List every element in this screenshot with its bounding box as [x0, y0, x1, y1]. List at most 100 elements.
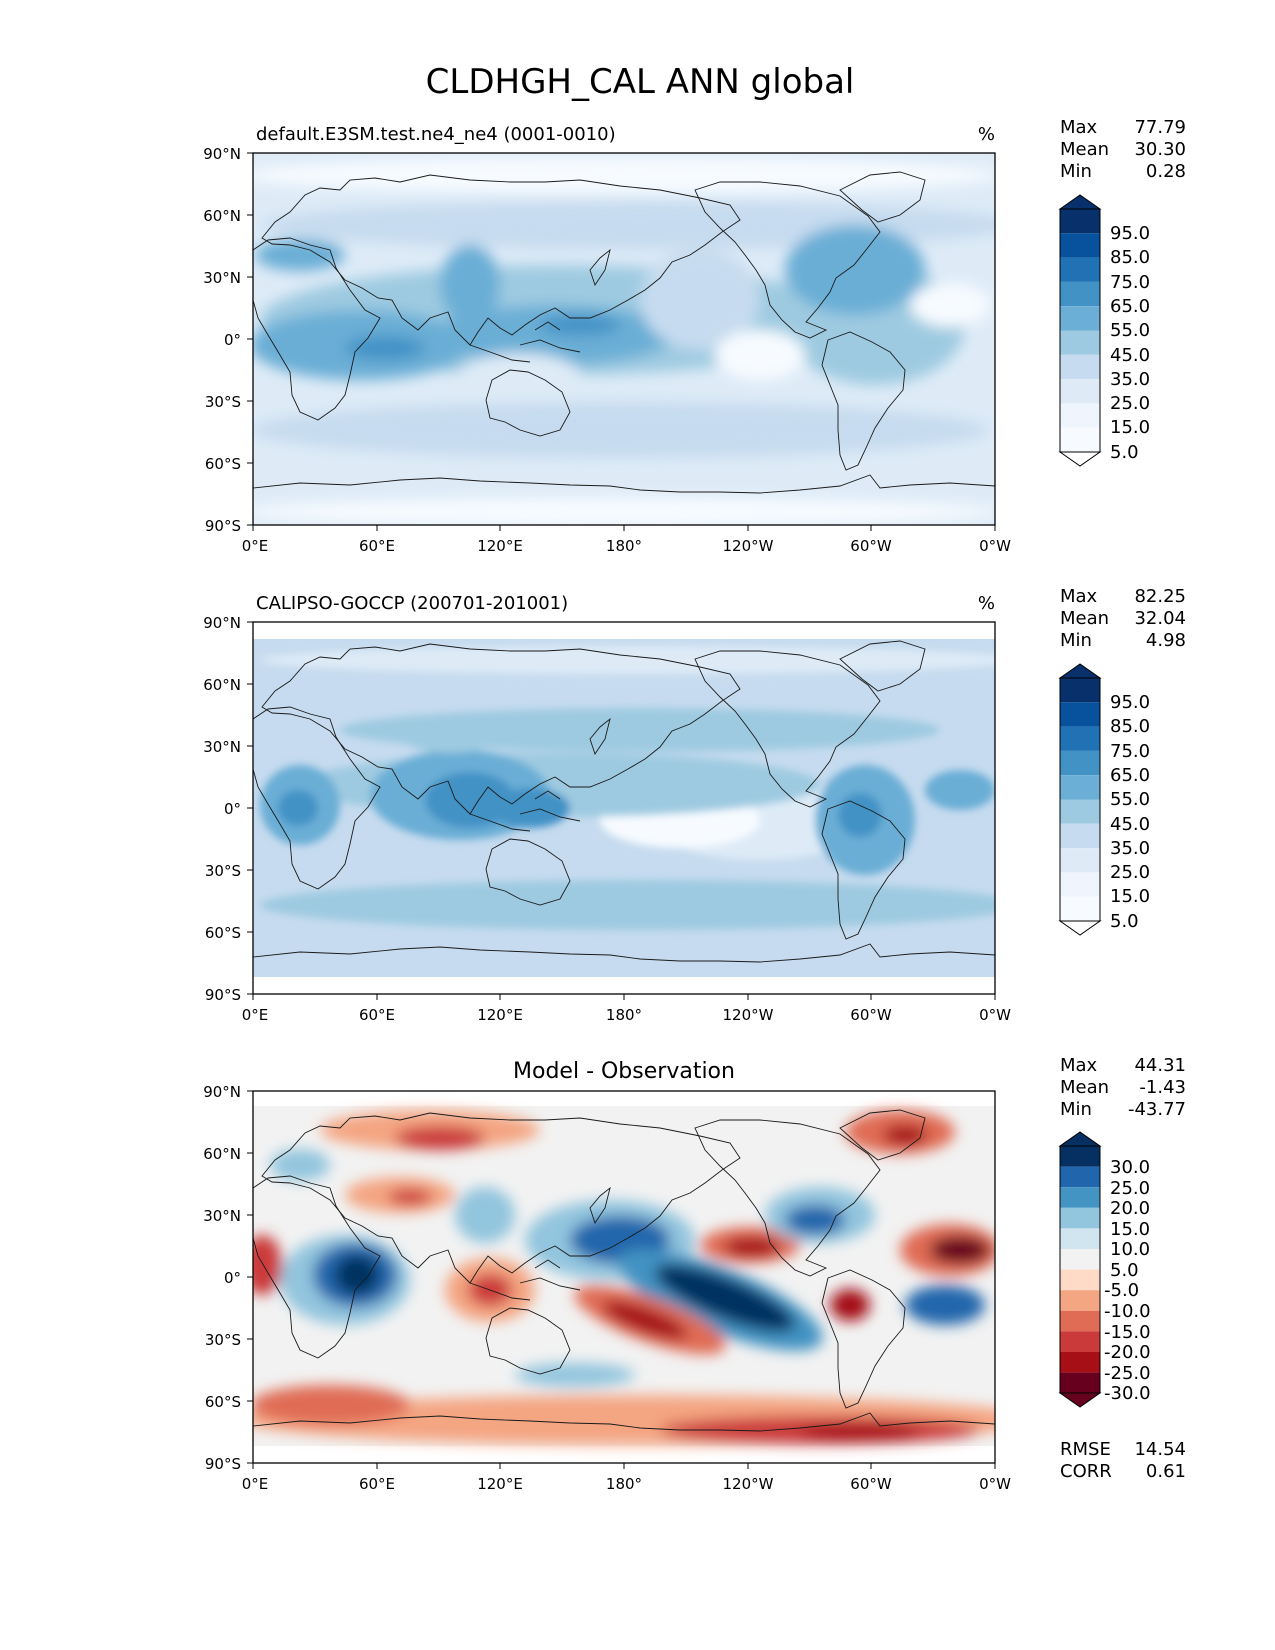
lon-tick: 0°W	[979, 1475, 1011, 1493]
colorbar-label: 25.0	[1110, 1178, 1150, 1199]
lat-tick: 30°N	[203, 1207, 241, 1225]
lat-tick: 30°S	[205, 393, 241, 411]
panel-difference-field	[253, 1091, 995, 1463]
stat-label: RMSE	[1060, 1439, 1111, 1460]
panel-observation-title: CALIPSO-GOCCP (200701-201001)	[256, 593, 568, 614]
panel-observation: CALIPSO-GOCCP (200701-201001) %	[203, 586, 1186, 1024]
lon-tick: 120°E	[477, 1006, 523, 1024]
lat-tick: 30°S	[205, 862, 241, 880]
colorbar-label: -20.0	[1104, 1342, 1151, 1363]
panel-model-units: %	[978, 124, 995, 145]
panel-difference-lon-ticks: 0°E 60°E 120°E 180° 120°W 60°W 0°W	[242, 1475, 1011, 1493]
lon-tick: 120°E	[477, 537, 523, 555]
lat-tick: 0°	[224, 800, 241, 818]
colorbar-label: -30.0	[1104, 1383, 1151, 1404]
panel-difference-lat-ticks: 90°N 60°N 30°N 0° 30°S 60°S 90°S	[203, 1083, 241, 1473]
stat-label: Max	[1060, 586, 1098, 607]
panel-observation-stats: Max 82.25 Mean 32.04 Min 4.98	[1060, 586, 1186, 651]
colorbar-label: 75.0	[1110, 272, 1150, 293]
colorbar-label: 65.0	[1110, 765, 1150, 786]
lat-tick: 60°N	[203, 1145, 241, 1163]
stat-value: 4.98	[1146, 630, 1186, 651]
lat-tick: 90°N	[203, 145, 241, 163]
colorbar-label: -10.0	[1104, 1301, 1151, 1322]
colorbar-label: 55.0	[1110, 789, 1150, 810]
colorbar-label: -15.0	[1104, 1322, 1151, 1343]
stat-value: 0.61	[1146, 1461, 1186, 1482]
lon-tick: 60°E	[359, 537, 395, 555]
colorbar-label: 45.0	[1110, 345, 1150, 366]
lat-tick: 90°S	[205, 517, 241, 535]
lat-tick: 60°N	[203, 676, 241, 694]
stat-value: 77.79	[1134, 117, 1186, 138]
stat-value: 30.30	[1134, 139, 1186, 160]
colorbar-label: 75.0	[1110, 741, 1150, 762]
lat-tick: 60°N	[203, 207, 241, 225]
panel-difference-colorbar	[1058, 1131, 1102, 1408]
lat-tick: 30°N	[203, 738, 241, 756]
colorbar-label: 35.0	[1110, 369, 1150, 390]
stat-label: Max	[1060, 117, 1098, 138]
colorbar-label: 85.0	[1110, 716, 1150, 737]
stat-value: 82.25	[1134, 586, 1186, 607]
lon-tick: 0°E	[242, 537, 269, 555]
stat-value: 0.28	[1146, 161, 1186, 182]
lat-tick: 30°N	[203, 269, 241, 287]
colorbar-label: 5.0	[1110, 442, 1139, 463]
lat-tick: 90°N	[203, 1083, 241, 1101]
lat-tick: 0°	[224, 1269, 241, 1287]
stat-label: Min	[1060, 161, 1092, 182]
stat-label: Max	[1060, 1055, 1098, 1076]
panel-model: default.E3SM.test.ne4_ne4 (0001-0010) %	[203, 117, 1186, 555]
colorbar-label: 25.0	[1110, 862, 1150, 883]
colorbar-label: 65.0	[1110, 296, 1150, 317]
panel-model-field	[253, 153, 995, 525]
panel-model-colorbar	[1058, 194, 1102, 467]
colorbar-label: 20.0	[1110, 1198, 1150, 1219]
colorbar-label: -5.0	[1104, 1280, 1139, 1301]
colorbar-label: 55.0	[1110, 320, 1150, 341]
lat-tick: 60°S	[205, 924, 241, 942]
stat-label: Mean	[1060, 608, 1109, 629]
stat-value: -1.43	[1139, 1077, 1186, 1098]
panel-observation-lon-ticks: 0°E 60°E 120°E 180° 120°W 60°W 0°W	[242, 1006, 1011, 1024]
panel-difference-title: Model - Observation	[513, 1059, 735, 1084]
panel-observation-lat-ticks: 90°N 60°N 30°N 0° 30°S 60°S 90°S	[203, 614, 241, 1004]
stat-value: 32.04	[1134, 608, 1186, 629]
colorbar-label: 5.0	[1110, 911, 1139, 932]
colorbar-label: -25.0	[1104, 1363, 1151, 1384]
lon-tick: 60°E	[359, 1006, 395, 1024]
lat-tick: 90°N	[203, 614, 241, 632]
panel-difference-stats: Max 44.31 Mean -1.43 Min -43.77	[1060, 1055, 1186, 1120]
panel-observation-units: %	[978, 593, 995, 614]
lon-tick: 180°	[606, 1475, 642, 1493]
lon-tick: 60°W	[850, 1475, 892, 1493]
lon-tick: 120°W	[723, 1006, 774, 1024]
colorbar-label: 5.0	[1110, 1260, 1139, 1281]
panel-model-lat-ticks: 90°N 60°N 30°N 0° 30°S 60°S 90°S	[203, 145, 241, 535]
stat-label: Mean	[1060, 139, 1109, 160]
lat-tick: 90°S	[205, 986, 241, 1004]
colorbar-label: 10.0	[1110, 1239, 1150, 1260]
panel-difference-footer-stats: RMSE 14.54 CORR 0.61	[1060, 1439, 1186, 1482]
stat-label: Min	[1060, 630, 1092, 651]
colorbar-label: 95.0	[1110, 223, 1150, 244]
lat-tick: 0°	[224, 331, 241, 349]
colorbar-label: 45.0	[1110, 814, 1150, 835]
stat-label: Mean	[1060, 1077, 1109, 1098]
colorbar-label: 15.0	[1110, 1219, 1150, 1240]
colorbar-label: 35.0	[1110, 838, 1150, 859]
stat-label: Min	[1060, 1099, 1092, 1120]
lon-tick: 120°W	[723, 537, 774, 555]
colorbar-label: 30.0	[1110, 1157, 1150, 1178]
panel-difference-colorbar-labels: 30.0 25.0 20.0 15.0 10.0 5.0 -5.0 -10.0 …	[1104, 1157, 1151, 1404]
panel-model-title: default.E3SM.test.ne4_ne4 (0001-0010)	[256, 124, 616, 145]
stat-value: 44.31	[1134, 1055, 1186, 1076]
lon-tick: 60°W	[850, 1006, 892, 1024]
colorbar-label: 15.0	[1110, 886, 1150, 907]
panel-model-colorbar-labels: 95.0 85.0 75.0 65.0 55.0 45.0 35.0 25.0 …	[1110, 223, 1150, 463]
lon-tick: 0°W	[979, 537, 1011, 555]
stat-value: -43.77	[1128, 1099, 1186, 1120]
lat-tick: 60°S	[205, 455, 241, 473]
